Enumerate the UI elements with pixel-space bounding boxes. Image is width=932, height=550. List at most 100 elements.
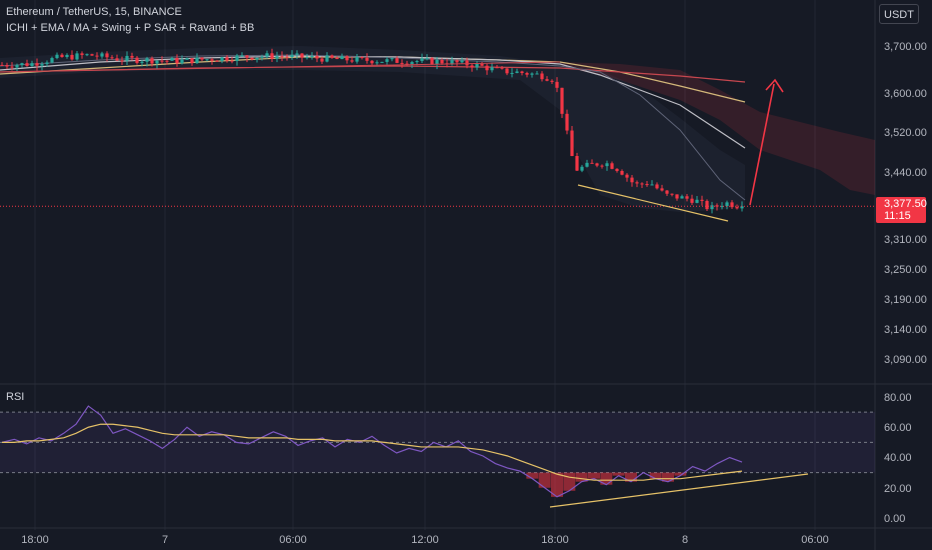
candle-body (400, 62, 404, 64)
axis-labels: 3,700.00 3,600.00 3,520.00 3,440.00 3,310.00… (21, 41, 927, 546)
candle-body (80, 53, 84, 55)
candle-body (730, 202, 734, 208)
y-tick-label: 3,600.00 (884, 88, 927, 100)
candle-body (580, 166, 584, 171)
candle-body (190, 58, 194, 64)
candle-body (385, 59, 389, 62)
currency-button[interactable]: USDT (879, 4, 919, 24)
y-tick-label: 3,190.00 (884, 294, 927, 306)
candle-body (570, 130, 574, 157)
candle-body (120, 60, 124, 62)
candle-body (350, 60, 354, 62)
candle-body (660, 188, 664, 191)
candle-body (705, 200, 709, 210)
indicators-legend[interactable]: ICHI + EMA / MA + Swing + P SAR + Ravand… (6, 22, 255, 34)
candle-body (540, 73, 544, 80)
candle-body (655, 184, 659, 189)
symbol-title: Ethereum / TetherUS, 15, BINANCE (6, 6, 182, 18)
candle-body (230, 60, 234, 62)
y-tick-label: 3,250.00 (884, 264, 927, 276)
rsi-pane (0, 405, 875, 508)
projection-arrow-head (765, 78, 784, 93)
candle-body (370, 60, 374, 64)
ichimoku-cloud (560, 62, 875, 195)
candle-body (285, 56, 289, 58)
y-tick-label: 3,520.00 (884, 127, 927, 139)
rsi-label: RSI (6, 391, 25, 403)
candle-body (440, 59, 444, 64)
annotations (0, 61, 875, 222)
y-tick-label: 3,090.00 (884, 354, 927, 366)
candle-body (585, 162, 589, 167)
candle-body (335, 57, 339, 60)
candle-body (225, 57, 229, 61)
candle-body (740, 206, 744, 209)
bollinger-band-fill (0, 46, 745, 212)
candle-body (330, 55, 334, 58)
candle-body (675, 194, 679, 199)
candle-body (465, 60, 469, 66)
candle-body (395, 58, 399, 63)
candle-body (300, 53, 304, 58)
candle-body (360, 57, 364, 59)
x-tick-label: 7 (162, 534, 168, 546)
candle-body (345, 56, 349, 61)
candle-body (390, 58, 394, 60)
candle-body (170, 57, 174, 61)
candle-body (140, 61, 144, 63)
candle-body (365, 57, 369, 61)
candle-body (85, 54, 89, 56)
candle-body (470, 65, 474, 68)
candle-body (325, 55, 329, 62)
candle-body (665, 190, 669, 194)
candle-body (725, 202, 729, 207)
candlestick-series (0, 48, 744, 214)
candle-body (35, 63, 39, 66)
x-tick-label: 18:00 (21, 534, 49, 546)
candle-body (615, 168, 619, 171)
candle-body (25, 63, 29, 66)
candle-body (425, 58, 429, 60)
candle-body (670, 193, 674, 195)
candle-body (720, 206, 724, 208)
last-price-badge: 3,377.50 11:15 (876, 197, 927, 223)
candle-body (150, 58, 154, 64)
candle-body (555, 81, 559, 88)
candle-body (630, 177, 634, 183)
candle-body (245, 55, 249, 58)
candle-body (255, 57, 259, 60)
candle-body (520, 71, 524, 74)
candle-body (320, 58, 324, 62)
candle-body (295, 53, 299, 55)
candle-body (205, 59, 209, 61)
rsi-line (1, 405, 743, 498)
y-tick-label: 3,140.00 (884, 324, 927, 336)
candle-body (455, 60, 459, 63)
candle-body (60, 54, 64, 58)
y-tick-label: 3,440.00 (884, 167, 927, 179)
candle-body (695, 199, 699, 203)
candle-body (220, 57, 224, 62)
candle-body (160, 60, 164, 62)
candle-body (640, 183, 644, 185)
candle-body (685, 196, 689, 199)
candle-body (495, 67, 499, 69)
candle-body (0, 64, 4, 66)
candle-body (460, 60, 464, 63)
candle-body (200, 57, 204, 60)
candle-body (735, 207, 739, 209)
candle-body (620, 170, 624, 175)
x-tick-label: 8 (682, 534, 688, 546)
candle-body (355, 57, 359, 62)
candle-body (590, 162, 594, 164)
candle-body (420, 58, 424, 62)
candle-body (500, 67, 504, 69)
candle-body (130, 55, 134, 58)
candle-body (20, 63, 24, 66)
bollinger-band-area (0, 46, 745, 212)
candle-body (55, 54, 59, 59)
candle-body (545, 79, 549, 81)
